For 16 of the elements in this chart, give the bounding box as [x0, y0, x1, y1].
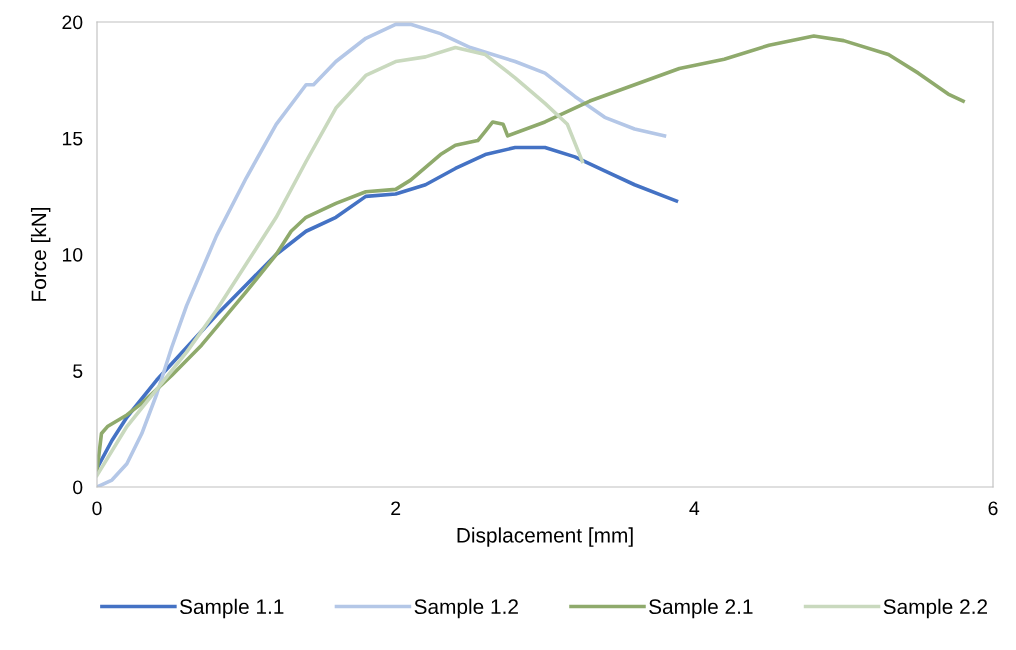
x-axis-title: Displacement [mm]	[457, 527, 633, 547]
legend-label: Sample 1.2	[414, 598, 518, 619]
x-tick-label: 2	[391, 501, 401, 515]
legend-label: Sample 1.1	[179, 598, 284, 619]
y-tick-label: 0	[73, 480, 83, 495]
y-tick-label: 10	[62, 247, 83, 262]
legend-label: Sample 2.2	[883, 598, 988, 619]
x-tick-label: 0	[92, 501, 102, 516]
x-tick-label: 6	[988, 501, 998, 516]
y-tick-label: 5	[73, 364, 83, 378]
y-tick-label: 20	[62, 15, 83, 30]
x-tick-label: 4	[689, 501, 700, 515]
y-axis-title: Force [kN]	[30, 207, 51, 301]
line-series	[97, 45, 585, 478]
y-tick-label: 15	[62, 131, 83, 146]
legend-label: Sample 2.1	[649, 598, 753, 619]
